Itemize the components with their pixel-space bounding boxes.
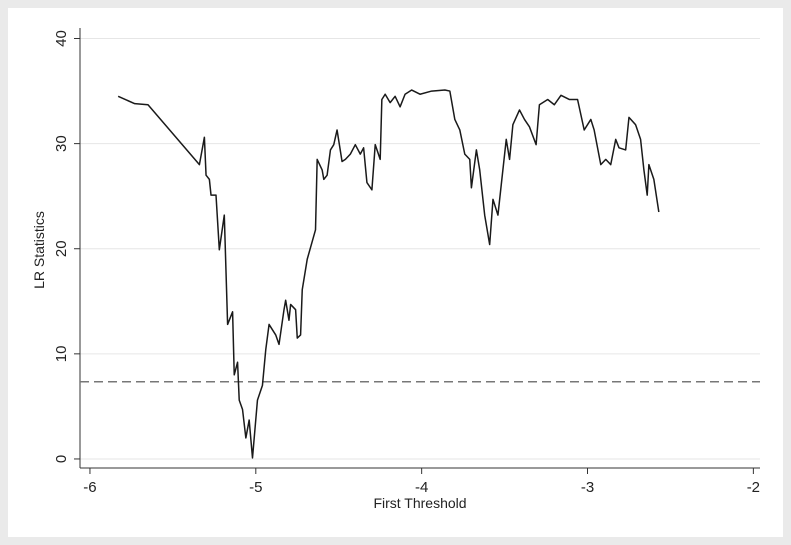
y-tick-label: 10	[53, 346, 70, 363]
x-tick-label: -6	[83, 479, 96, 496]
x-tick-label: -4	[415, 479, 428, 496]
y-tick-label: 20	[53, 240, 70, 257]
plot-background	[8, 8, 783, 537]
x-axis-title: First Threshold	[373, 495, 466, 511]
x-tick-label: -3	[581, 479, 594, 496]
x-tick-label: -2	[747, 479, 760, 496]
y-axis-title: LR Statistics	[31, 211, 47, 289]
y-tick-label: 40	[53, 30, 70, 47]
y-tick-label: 0	[53, 455, 70, 463]
data-line	[117, 89, 660, 459]
x-tick-label: -5	[249, 479, 262, 496]
y-tick-label: 30	[53, 135, 70, 152]
